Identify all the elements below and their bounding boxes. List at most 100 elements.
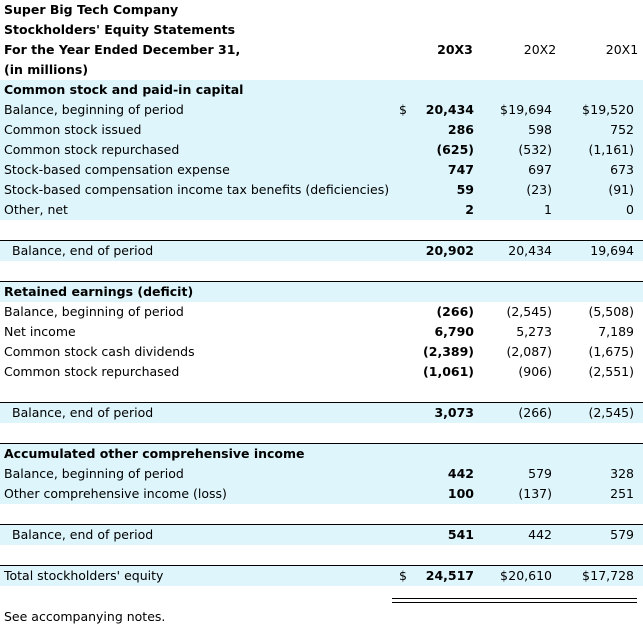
row-label: Other, net [4,202,68,217]
value-20x1: 19,694 [590,243,634,258]
row-label: Common stock cash dividends [4,344,195,359]
company-name-row: Super Big Tech Company [0,0,643,20]
year-header-1: 20X3 [437,42,473,57]
value-20x2: 579 [528,466,552,481]
value-20x1: (1,675) [588,344,634,359]
company-name: Super Big Tech Company [4,2,179,17]
value-20x3: 2 [465,202,474,217]
section-title: Retained earnings (deficit) [4,284,194,299]
value-20x2: (137) [518,486,552,501]
currency-symbol: $ [500,102,508,117]
row-label: Common stock repurchased [4,364,180,379]
spacer [0,504,643,524]
row-label: Net income [4,324,76,339]
value-20x2: 1 [544,202,552,217]
value-20x2: 20,434 [508,243,552,258]
spacer [0,545,643,565]
currency-symbol: $ [582,102,590,117]
subtotal-label: Balance, end of period [12,243,154,258]
spacer [0,220,643,240]
table-row: Common stock repurchased (625) (532) (1,… [0,140,643,160]
value-20x3: (2,389) [423,344,474,359]
value-20x3: 20,902 [425,243,474,258]
period-label: For the Year Ended December 31, [4,42,241,57]
total-row: Total stockholders' equity $ 24,517 $ 20… [0,565,643,586]
value-20x2: (906) [518,364,552,379]
subtotal-label: Balance, end of period [12,527,154,542]
currency-symbol: $ [399,568,407,583]
table-row: Common stock issued 286 598 752 [0,120,643,140]
units-row: (in millions) [0,60,643,80]
value-20x2: (532) [518,142,552,157]
value-20x3: 541 [447,527,474,542]
value-20x3: (1,061) [423,364,474,379]
table-row: Balance, beginning of period $ 20,434 $ … [0,100,643,120]
footer-note: See accompanying notes. [4,609,166,624]
row-label: Common stock repurchased [4,142,180,157]
value-20x1: 579 [610,527,634,542]
value-20x2: (2,087) [506,344,552,359]
period-row: For the Year Ended December 31, 20X3 20X… [0,40,643,60]
table-row: Other, net 2 1 0 [0,200,643,220]
value-20x3: 442 [447,466,474,481]
total-label: Total stockholders' equity [4,568,164,583]
units-label: (in millions) [4,62,89,77]
value-20x1: 251 [610,486,634,501]
value-20x2: 442 [528,527,552,542]
table-row: Net income 6,790 5,273 7,189 [0,322,643,342]
statement-title-row: Stockholders' Equity Statements [0,20,643,40]
value-20x2: (266) [518,405,552,420]
row-label: Balance, beginning of period [4,102,184,117]
row-label: Balance, beginning of period [4,466,184,481]
spacer [0,423,643,443]
value-20x1: (5,508) [588,304,634,319]
value-20x2: 5,273 [516,324,552,339]
section-title: Accumulated other comprehensive income [4,446,305,461]
section-title-aoci: Accumulated other comprehensive income [0,443,643,464]
table-row: Balance, beginning of period (266) (2,54… [0,302,643,322]
footer-row: See accompanying notes. [0,598,643,627]
value-20x3: 3,073 [434,405,474,420]
value-20x1: 0 [626,202,634,217]
value-20x1: 673 [610,162,634,177]
value-20x3: (625) [436,142,474,157]
row-label: Common stock issued [4,122,142,137]
value-20x3: 20,434 [425,102,474,117]
value-20x1: (2,551) [588,364,634,379]
section-title: Common stock and paid-in capital [4,82,244,97]
row-label: Balance, beginning of period [4,304,184,319]
table-row: Stock-based compensation expense 747 697… [0,160,643,180]
value-20x3: (266) [436,304,474,319]
table-row: Stock-based compensation income tax bene… [0,180,643,200]
spacer [0,586,643,607]
year-header-2: 20X2 [523,42,557,57]
value-20x1: (2,545) [588,405,634,420]
value-20x3: 6,790 [434,324,474,339]
currency-symbol: $ [399,102,407,117]
value-20x2: (2,545) [506,304,552,319]
year-header-3: 20X1 [605,42,639,57]
value-20x1: 7,189 [598,324,634,339]
table-row: Balance, beginning of period 442 579 328 [0,464,643,484]
spacer [0,382,643,402]
subtotal-row-retained: Balance, end of period 3,073 (266) (2,54… [0,402,643,423]
total-20x1: 17,728 [590,568,634,583]
row-label: Stock-based compensation income tax bene… [4,182,390,197]
value-20x3: 747 [447,162,474,177]
value-20x2: 697 [528,162,552,177]
table-row: Common stock cash dividends (2,389) (2,0… [0,342,643,362]
value-20x3: 286 [447,122,474,137]
table-row: Other comprehensive income (loss) 100 (1… [0,484,643,504]
total-20x2: 20,610 [508,568,552,583]
statement-title: Stockholders' Equity Statements [4,22,236,37]
subtotal-row-common: Balance, end of period 20,902 20,434 19,… [0,240,643,261]
row-label: Stock-based compensation expense [4,162,230,177]
value-20x3: 100 [447,486,474,501]
value-20x2: (23) [526,182,552,197]
spacer [0,261,643,281]
row-label: Other comprehensive income (loss) [4,486,227,501]
value-20x1: (91) [608,182,634,197]
section-title-common: Common stock and paid-in capital [0,80,643,100]
value-20x1: 19,520 [590,102,634,117]
